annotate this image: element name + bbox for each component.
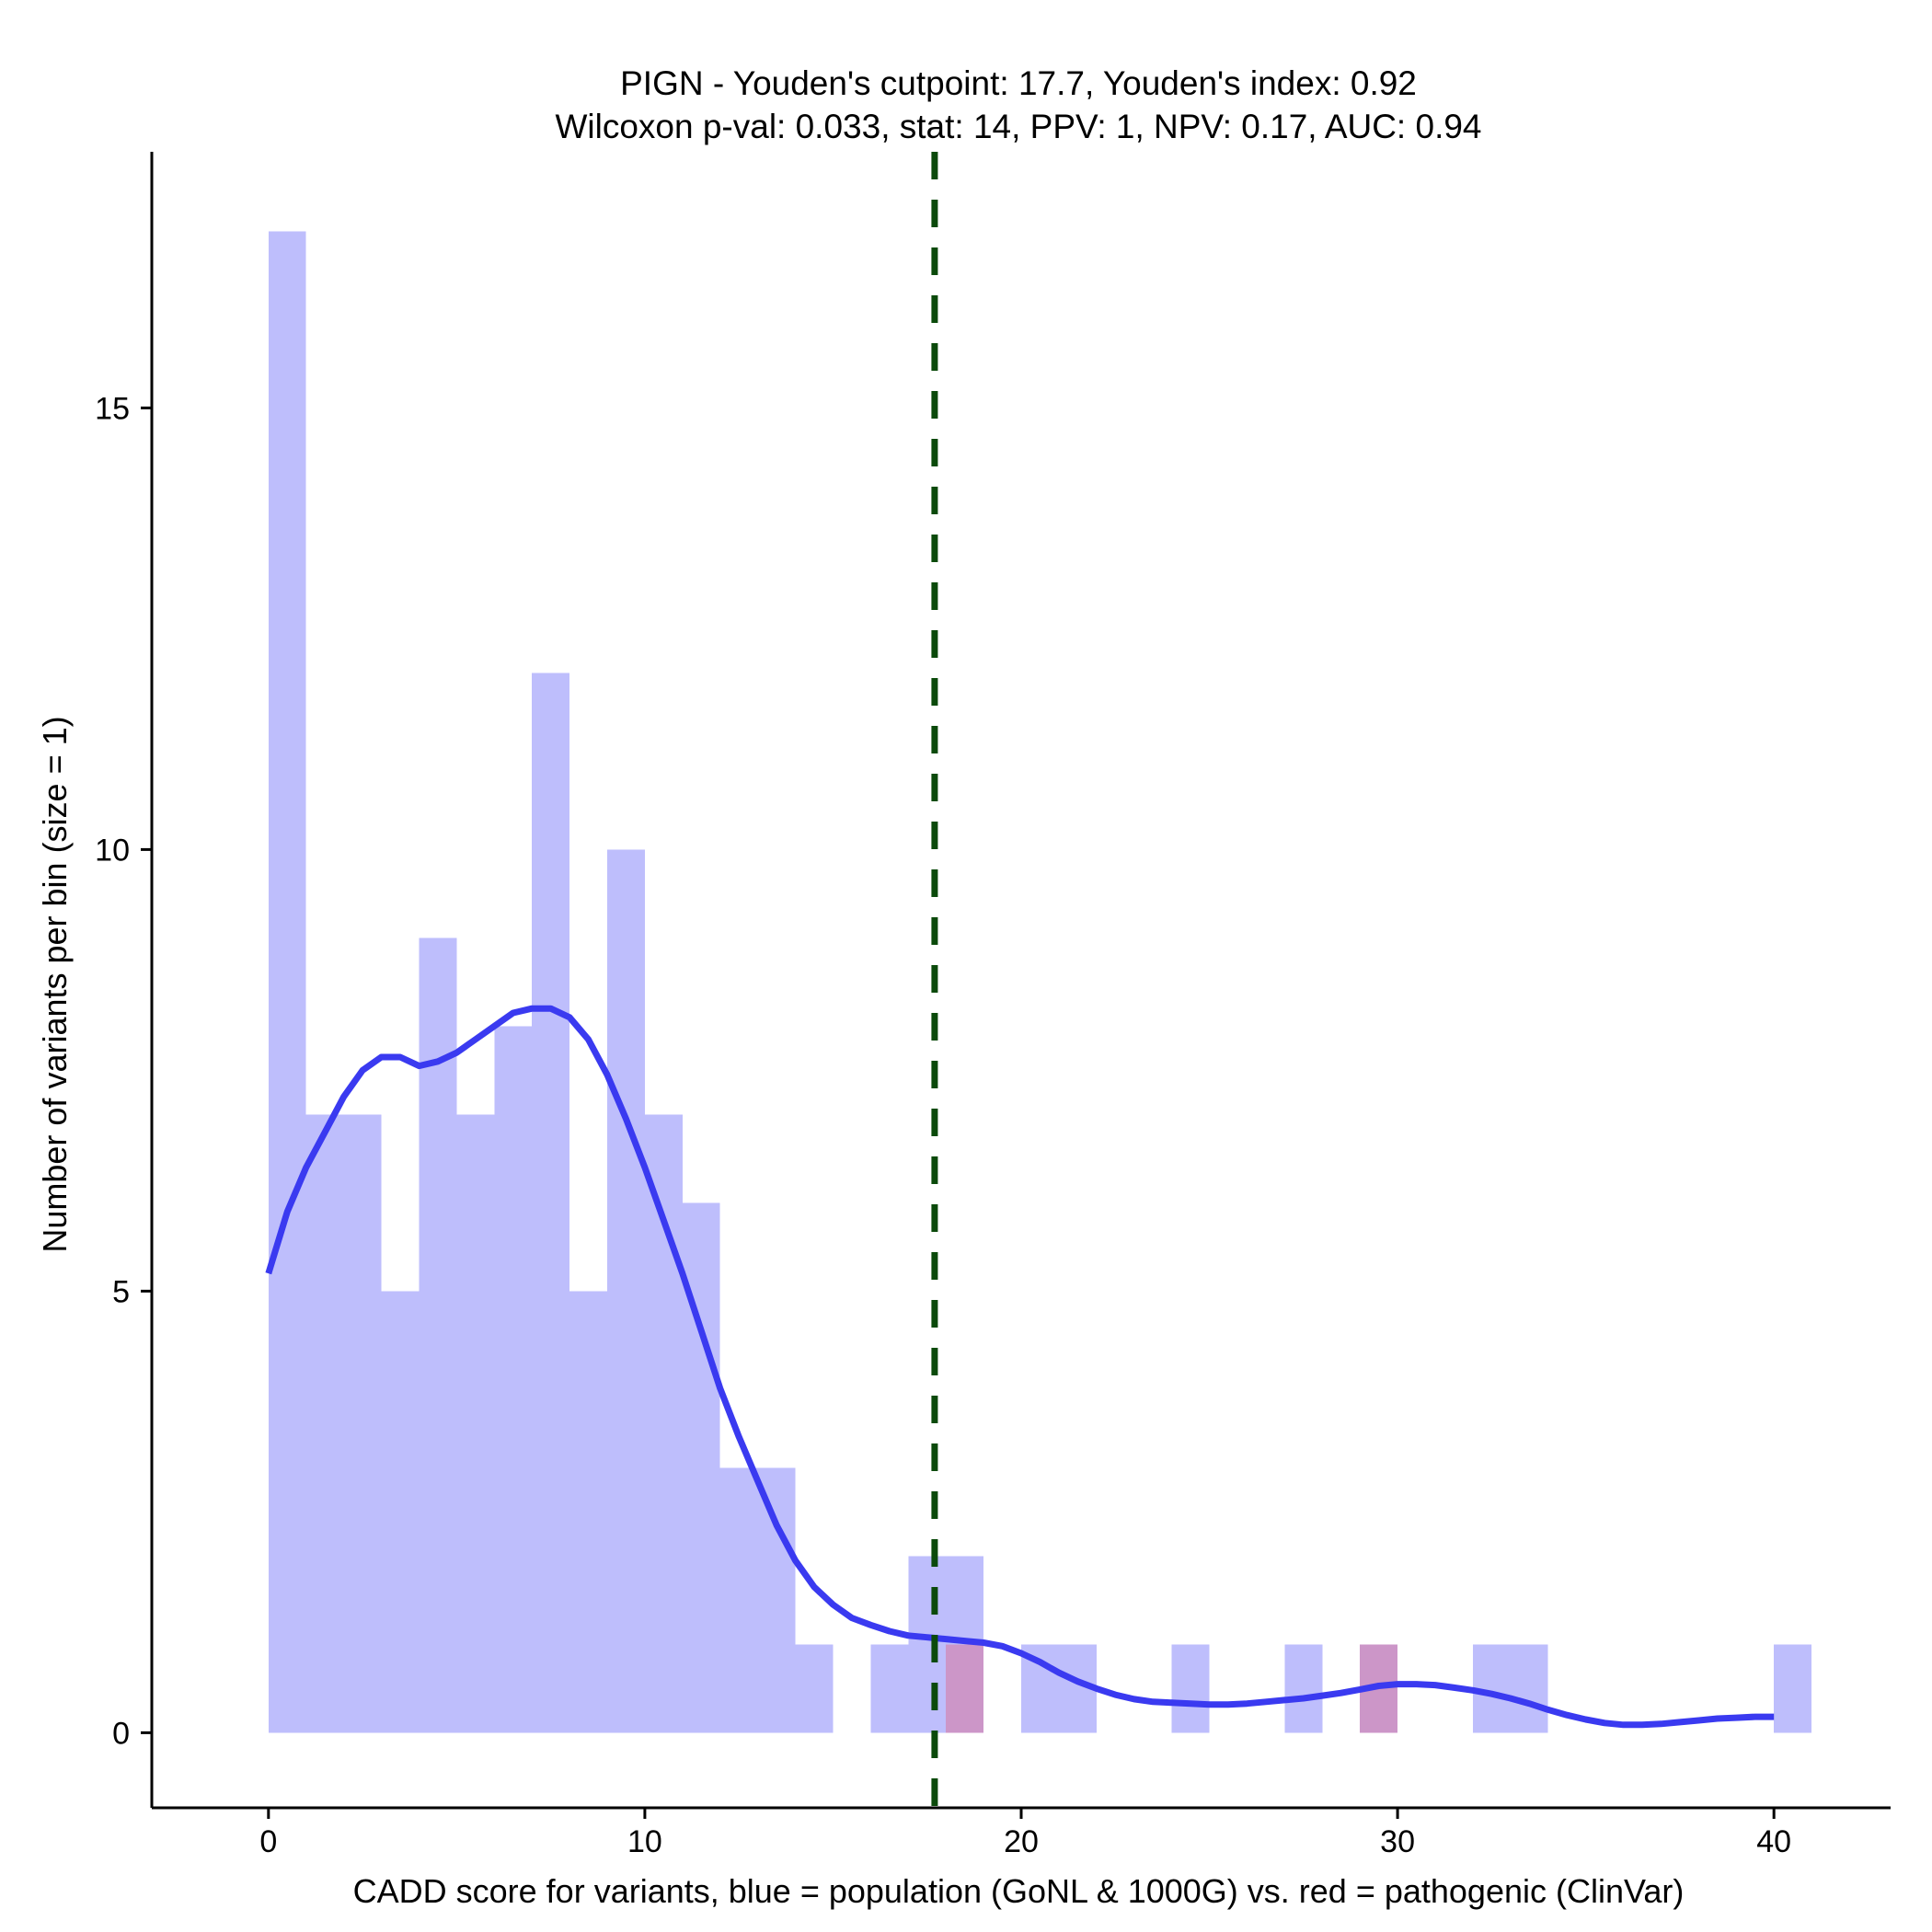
population-bar-4 bbox=[419, 937, 457, 1733]
y-tick-label: 10 bbox=[95, 833, 130, 868]
population-bar-1 bbox=[305, 1114, 344, 1733]
x-axis-label: CADD score for variants, blue = populati… bbox=[353, 1872, 1685, 1910]
population-bar-6 bbox=[494, 1026, 533, 1733]
population-bar-5 bbox=[456, 1114, 495, 1733]
y-tick-label: 15 bbox=[95, 391, 130, 426]
population-bar-24 bbox=[1171, 1644, 1210, 1733]
pathogenic-bars bbox=[946, 1644, 1398, 1733]
y-tick-label: 5 bbox=[112, 1274, 130, 1309]
chart-title-line-1: PIGN - Youden's cutpoint: 17.7, Youden's… bbox=[620, 64, 1417, 102]
population-bar-12 bbox=[719, 1467, 758, 1733]
population-bar-8 bbox=[569, 1291, 607, 1733]
y-axis-label: Number of variants per bin (size = 1) bbox=[36, 716, 74, 1252]
population-bar-14 bbox=[795, 1644, 834, 1733]
x-tick-label: 0 bbox=[259, 1824, 277, 1859]
x-axis-ticks: 0 10 20 30 40 bbox=[259, 1808, 1791, 1859]
population-bars bbox=[268, 231, 1812, 1733]
population-bar-9 bbox=[607, 849, 645, 1733]
x-tick-label: 30 bbox=[1380, 1824, 1415, 1859]
population-bar-16 bbox=[870, 1644, 909, 1733]
population-bar-40 bbox=[1774, 1644, 1812, 1733]
population-bar-17 bbox=[908, 1556, 947, 1733]
pathogenic-bar-18 bbox=[946, 1644, 984, 1733]
x-tick-label: 10 bbox=[627, 1824, 662, 1859]
population-bar-0 bbox=[268, 231, 306, 1733]
population-bar-3 bbox=[381, 1291, 420, 1733]
population-bar-33 bbox=[1510, 1644, 1548, 1733]
population-bar-27 bbox=[1284, 1644, 1323, 1733]
x-tick-label: 20 bbox=[1004, 1824, 1039, 1859]
population-bar-2 bbox=[343, 1114, 382, 1733]
chart-title-line-2: Wilcoxon p-val: 0.033, stat: 14, PPV: 1,… bbox=[555, 108, 1481, 145]
x-tick-label: 40 bbox=[1756, 1824, 1791, 1859]
y-axis-ticks: 0 5 10 15 bbox=[95, 391, 152, 1751]
population-bar-10 bbox=[644, 1114, 683, 1733]
y-tick-label: 0 bbox=[112, 1716, 130, 1751]
population-bar-7 bbox=[532, 673, 570, 1733]
population-bar-13 bbox=[757, 1467, 796, 1733]
density-curve bbox=[265, 1005, 1775, 1729]
